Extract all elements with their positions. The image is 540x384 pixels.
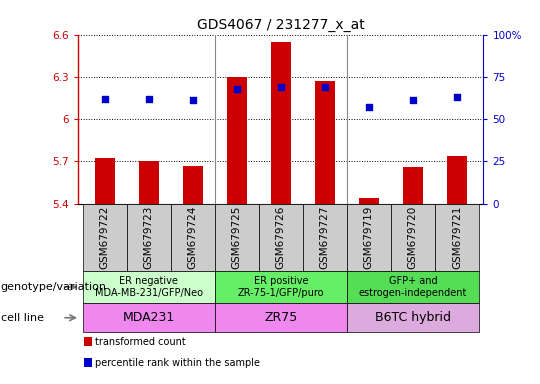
Bar (315, 81, 335, 204)
Text: GSM679725: GSM679725 (232, 205, 242, 269)
Text: GSM679720: GSM679720 (408, 205, 418, 269)
Text: ER negative
MDA-MB-231/GFP/Neo: ER negative MDA-MB-231/GFP/Neo (94, 276, 202, 298)
Bar (227, 77, 247, 204)
Bar (271, 41, 291, 204)
Point (188, 98, 197, 104)
Text: percentile rank within the sample: percentile rank within the sample (94, 358, 260, 368)
Point (321, 84, 329, 90)
Text: MDA231: MDA231 (123, 311, 175, 324)
Point (232, 86, 241, 92)
Point (144, 96, 153, 102)
Text: genotype/variation: genotype/variation (1, 282, 106, 292)
Text: ZR75: ZR75 (264, 311, 298, 324)
Point (364, 104, 373, 110)
Text: GSM679719: GSM679719 (364, 205, 374, 269)
Bar (95, 159, 114, 204)
Point (276, 84, 285, 90)
Bar (139, 161, 159, 204)
Text: GFP+ and
estrogen-independent: GFP+ and estrogen-independent (359, 276, 467, 298)
Text: B6TC hybrid: B6TC hybrid (375, 311, 451, 324)
Point (409, 98, 417, 104)
Text: GSM679721: GSM679721 (452, 205, 462, 269)
Bar (359, 198, 379, 204)
Text: cell line: cell line (1, 313, 44, 323)
Text: GSM679722: GSM679722 (100, 205, 110, 269)
Text: ER positive
ZR-75-1/GFP/puro: ER positive ZR-75-1/GFP/puro (238, 276, 324, 298)
Title: GDS4067 / 231277_x_at: GDS4067 / 231277_x_at (197, 18, 364, 32)
Text: GSM679724: GSM679724 (188, 205, 198, 269)
Text: GSM679727: GSM679727 (320, 205, 330, 269)
Bar (183, 166, 202, 204)
Bar (447, 156, 467, 204)
Text: transformed count: transformed count (94, 337, 185, 347)
Point (100, 96, 109, 102)
Bar (403, 167, 423, 204)
Point (453, 94, 461, 100)
Text: GSM679726: GSM679726 (276, 205, 286, 269)
Text: GSM679723: GSM679723 (144, 205, 154, 269)
